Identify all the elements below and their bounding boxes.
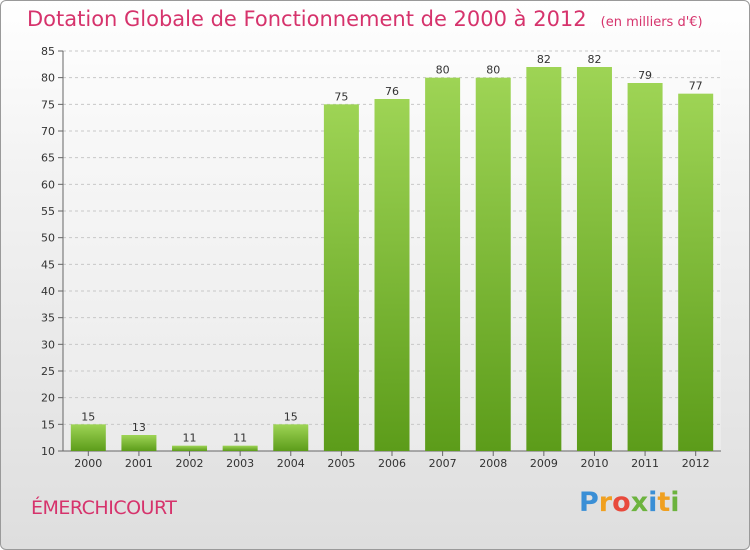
bar-value-label: 15	[81, 410, 95, 423]
x-tick-label: 2006	[378, 457, 406, 470]
bar-value-label: 11	[183, 432, 197, 445]
y-tick-label: 65	[41, 152, 55, 165]
chart-unit: (en milliers d'€)	[600, 15, 703, 30]
bar	[678, 93, 714, 452]
y-tick-label: 40	[41, 285, 55, 298]
y-tick-label: 20	[41, 392, 55, 405]
bar	[627, 83, 663, 451]
bar	[475, 77, 511, 452]
logo-letter: i	[648, 487, 658, 518]
logo-letter: i	[670, 487, 680, 518]
y-tick-label: 45	[41, 258, 55, 271]
y-tick-label: 10	[41, 445, 55, 458]
proxiti-logo: Proxiti	[579, 487, 680, 518]
logo-letter: P	[579, 487, 599, 518]
x-tick-label: 2005	[327, 457, 355, 470]
bar-value-label: 82	[537, 53, 551, 66]
bar	[425, 77, 461, 452]
bar-value-label: 80	[436, 64, 450, 77]
town-name: ÉMERCHICOURT	[31, 497, 177, 519]
bar	[222, 445, 258, 451]
x-tick-label: 2011	[631, 457, 659, 470]
bar-value-label: 11	[233, 432, 247, 445]
bar	[70, 424, 106, 451]
x-tick-label: 2000	[74, 457, 102, 470]
bar-value-label: 76	[385, 85, 399, 98]
x-tick-label: 2009	[530, 457, 558, 470]
y-tick-label: 70	[41, 125, 55, 138]
x-tick-label: 2004	[277, 457, 305, 470]
x-tick-label: 2003	[226, 457, 254, 470]
bar-value-label: 77	[689, 80, 703, 93]
bar	[576, 67, 612, 451]
bar-value-label: 75	[334, 90, 348, 103]
bar	[323, 104, 359, 451]
logo-letter: r	[598, 487, 613, 518]
x-tick-label: 2002	[176, 457, 204, 470]
x-tick-label: 2007	[429, 457, 457, 470]
x-tick-label: 2001	[125, 457, 153, 470]
bar-value-label: 13	[132, 421, 146, 434]
y-tick-label: 50	[41, 232, 55, 245]
y-tick-label: 75	[41, 98, 55, 111]
bar	[526, 67, 562, 451]
bar-value-label: 15	[284, 410, 298, 423]
bar	[374, 99, 410, 451]
bar	[172, 445, 208, 451]
x-tick-label: 2010	[580, 457, 608, 470]
bar	[273, 424, 309, 451]
logo-letter: x	[630, 487, 649, 518]
bar	[121, 435, 157, 451]
y-tick-label: 35	[41, 312, 55, 325]
y-tick-label: 80	[41, 72, 55, 85]
y-tick-label: 85	[41, 45, 55, 58]
chart-title-text: Dotation Globale de Fonctionnement de 20…	[27, 7, 587, 31]
chart-title: Dotation Globale de Fonctionnement de 20…	[27, 7, 703, 31]
bar-value-label: 80	[486, 64, 500, 77]
x-tick-label: 2008	[479, 457, 507, 470]
logo-letter: o	[612, 487, 631, 518]
y-tick-label: 30	[41, 338, 55, 351]
bar-value-label: 82	[587, 53, 601, 66]
x-tick-label: 2012	[682, 457, 710, 470]
y-tick-label: 25	[41, 365, 55, 378]
logo-letter: t	[657, 487, 671, 518]
y-tick-label: 60	[41, 178, 55, 191]
bar-value-label: 79	[638, 69, 652, 82]
y-tick-label: 55	[41, 205, 55, 218]
y-tick-label: 15	[41, 418, 55, 431]
